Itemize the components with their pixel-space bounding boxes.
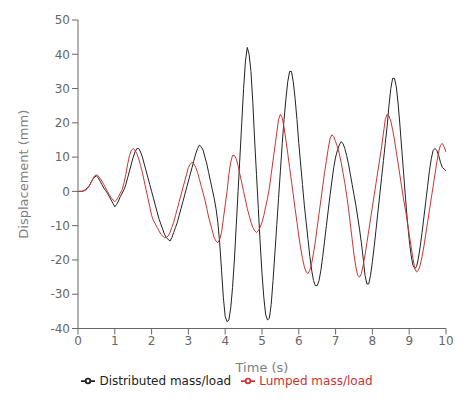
- svg-text:30: 30: [55, 82, 70, 96]
- html-text:Distributed mass/load: Distributed mass/load: [99, 373, 232, 388]
- svg-text:Displacement (mm): Displacement (mm): [16, 110, 31, 239]
- svg-text:0: 0: [74, 334, 82, 348]
- svg-text:Time (s): Time (s): [235, 360, 289, 375]
- svg-text:10: 10: [55, 150, 70, 164]
- svg-text:-20: -20: [50, 253, 70, 267]
- svg-text:2: 2: [148, 334, 156, 348]
- svg-text:8: 8: [369, 334, 377, 348]
- svg-text:0: 0: [62, 185, 70, 199]
- svg-text:-40: -40: [50, 322, 70, 336]
- svg-text:1: 1: [111, 334, 119, 348]
- svg-text:40: 40: [55, 48, 70, 62]
- svg-text:7: 7: [332, 334, 340, 348]
- svg-text:5: 5: [258, 334, 266, 348]
- svg-text:3: 3: [185, 334, 193, 348]
- svg-text:-30: -30: [50, 287, 70, 301]
- svg-text:6: 6: [295, 334, 303, 348]
- svg-text:-10: -10: [50, 219, 70, 233]
- svg-text:20: 20: [55, 116, 70, 130]
- svg-text:4: 4: [221, 334, 229, 348]
- svg-text:50: 50: [55, 13, 70, 27]
- svg-text:10: 10: [438, 334, 453, 348]
- html-text:Lumped mass/load: Lumped mass/load: [259, 373, 373, 388]
- svg-text:9: 9: [405, 334, 413, 348]
